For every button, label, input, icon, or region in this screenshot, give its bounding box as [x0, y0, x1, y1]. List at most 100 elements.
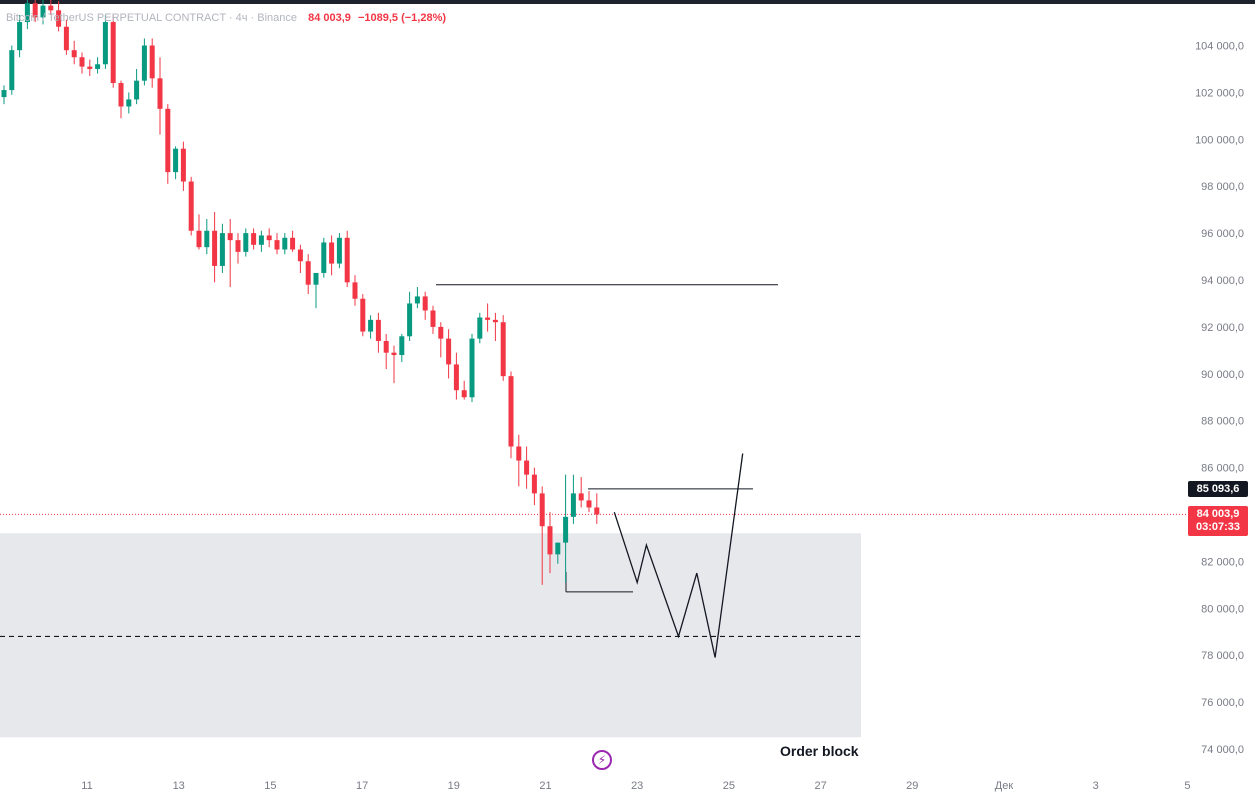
y-tick-label: 94 000,0: [1201, 275, 1244, 287]
candle-body: [570, 493, 576, 517]
y-tick-label: 96 000,0: [1201, 228, 1244, 240]
candle-body: [539, 493, 545, 527]
lightning-icon[interactable]: ⚡: [592, 750, 612, 770]
legend-price: 84 003,9: [308, 12, 351, 24]
candle-body: [196, 230, 202, 248]
x-tick-label: 27: [814, 780, 826, 792]
candle-body: [547, 526, 553, 555]
candle-body: [227, 233, 233, 241]
candle-body: [24, 3, 30, 23]
candle-body: [235, 240, 241, 252]
y-tick-label: 102 000,0: [1195, 87, 1244, 99]
y-tick-label: 80 000,0: [1201, 603, 1244, 615]
projected-path-layer: [613, 453, 744, 658]
candle-body: [383, 340, 389, 353]
candle-body: [1, 90, 7, 98]
candle-body: [48, 5, 54, 11]
y-tick-label: 104 000,0: [1195, 41, 1244, 53]
x-tick-label: Дек: [995, 780, 1014, 792]
candle-body: [329, 242, 335, 264]
order-block-zone-layer: [0, 533, 861, 738]
candle-body: [188, 181, 194, 231]
candle-body: [555, 542, 561, 555]
candle-body: [212, 230, 218, 266]
candle-body: [173, 148, 179, 173]
candle-body: [141, 45, 147, 81]
candle-body: [352, 282, 358, 299]
x-tick-label: 21: [539, 780, 551, 792]
last-price-value: 84 003,9: [1196, 508, 1240, 520]
candle-body: [40, 5, 46, 18]
x-tick-label: 13: [173, 780, 185, 792]
x-tick-label: 23: [631, 780, 643, 792]
y-tick-label: 82 000,0: [1201, 556, 1244, 568]
candle-body: [219, 233, 225, 266]
candle-body: [313, 272, 319, 285]
level-price-tag: 85 093,6: [1188, 481, 1248, 497]
x-tick-label: 29: [906, 780, 918, 792]
x-tick-label: 3: [1093, 780, 1099, 792]
order-block-zone: [0, 533, 861, 738]
candle-body: [446, 338, 452, 365]
countdown-value: 03:07:33: [1195, 521, 1241, 533]
candle-body: [375, 319, 381, 341]
candle-body: [461, 390, 467, 398]
candle-body: [344, 237, 350, 283]
top-bar: [0, 0, 1255, 4]
candles-layer: [1, 0, 600, 585]
candle-body: [157, 78, 163, 109]
candle-body: [516, 446, 522, 461]
candle-body: [336, 237, 342, 264]
last-price-tag: 84 003,9 03:07:33: [1188, 506, 1248, 536]
y-tick-label: 100 000,0: [1195, 134, 1244, 146]
y-tick-label: 92 000,0: [1201, 322, 1244, 334]
candle-body: [391, 352, 397, 356]
candle-body: [297, 249, 303, 262]
candle-body: [500, 322, 506, 377]
candle-body: [9, 50, 15, 91]
candle-body: [453, 364, 459, 391]
candle-body: [321, 242, 327, 273]
candle-body: [563, 516, 569, 543]
candle-body: [399, 336, 405, 356]
legend-change: −1089,5 (−1,28%): [357, 12, 447, 24]
candle-body: [360, 298, 366, 332]
candle-body: [95, 64, 101, 69]
candle-body: [204, 230, 210, 248]
symbol-name: Bitcoin / TetherUS PERPETUAL CONTRACT · …: [6, 12, 298, 24]
y-tick-label: 98 000,0: [1201, 181, 1244, 193]
y-tick-label: 86 000,0: [1201, 463, 1244, 475]
candle-body: [594, 507, 600, 515]
candle-body: [243, 233, 249, 252]
x-tick-label: 19: [448, 780, 460, 792]
candle-body: [134, 80, 140, 100]
candle-body: [492, 319, 498, 323]
projected-path: [613, 453, 744, 658]
candle-body: [79, 57, 85, 67]
candle-body: [32, 3, 38, 18]
candle-body: [508, 376, 514, 447]
candle-body: [282, 237, 288, 250]
candle-body: [251, 233, 257, 245]
horizontal-lines-layer: [0, 284, 1188, 638]
candle-body: [102, 22, 108, 65]
candle-body: [17, 22, 23, 51]
x-tick-label: 15: [264, 780, 276, 792]
candle-body: [71, 50, 77, 58]
x-tick-label: 5: [1184, 780, 1190, 792]
candle-body: [63, 26, 69, 51]
y-tick-label: 88 000,0: [1201, 416, 1244, 428]
symbol-legend: Bitcoin / TetherUS PERPETUAL CONTRACT · …: [6, 12, 446, 24]
x-tick-label: 17: [356, 780, 368, 792]
x-tick-label: 11: [81, 780, 92, 792]
candle-body: [87, 66, 93, 69]
candle-body: [149, 45, 155, 79]
candle-body: [180, 148, 186, 182]
price-axis: 74 000,0 76 000,0 78 000,0 80 000,0 82 000,0…: [1195, 41, 1244, 757]
x-tick-label: 25: [723, 780, 735, 792]
candle-body: [414, 296, 420, 304]
candle-body: [422, 296, 428, 311]
candle-body: [578, 493, 584, 501]
candle-body: [524, 460, 530, 475]
